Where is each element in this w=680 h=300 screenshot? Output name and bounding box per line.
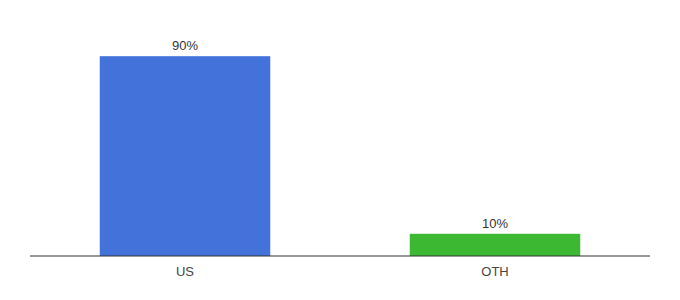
x-tick-label: OTH [481, 264, 508, 279]
data-label: 10% [482, 216, 508, 231]
bar [410, 234, 581, 256]
plot-area: 90% 10% US OTH [30, 38, 650, 279]
x-axis-ticks: US OTH [176, 264, 509, 279]
x-axis-line [30, 256, 650, 257]
chart-container: 90% 10% US OTH [0, 0, 680, 300]
bar [100, 56, 271, 256]
chart: 90% 10% US OTH [0, 0, 680, 300]
data-label: 90% [172, 38, 198, 53]
x-tick-label: US [176, 264, 194, 279]
data-labels: 90% 10% [172, 38, 508, 231]
bars [100, 56, 581, 256]
